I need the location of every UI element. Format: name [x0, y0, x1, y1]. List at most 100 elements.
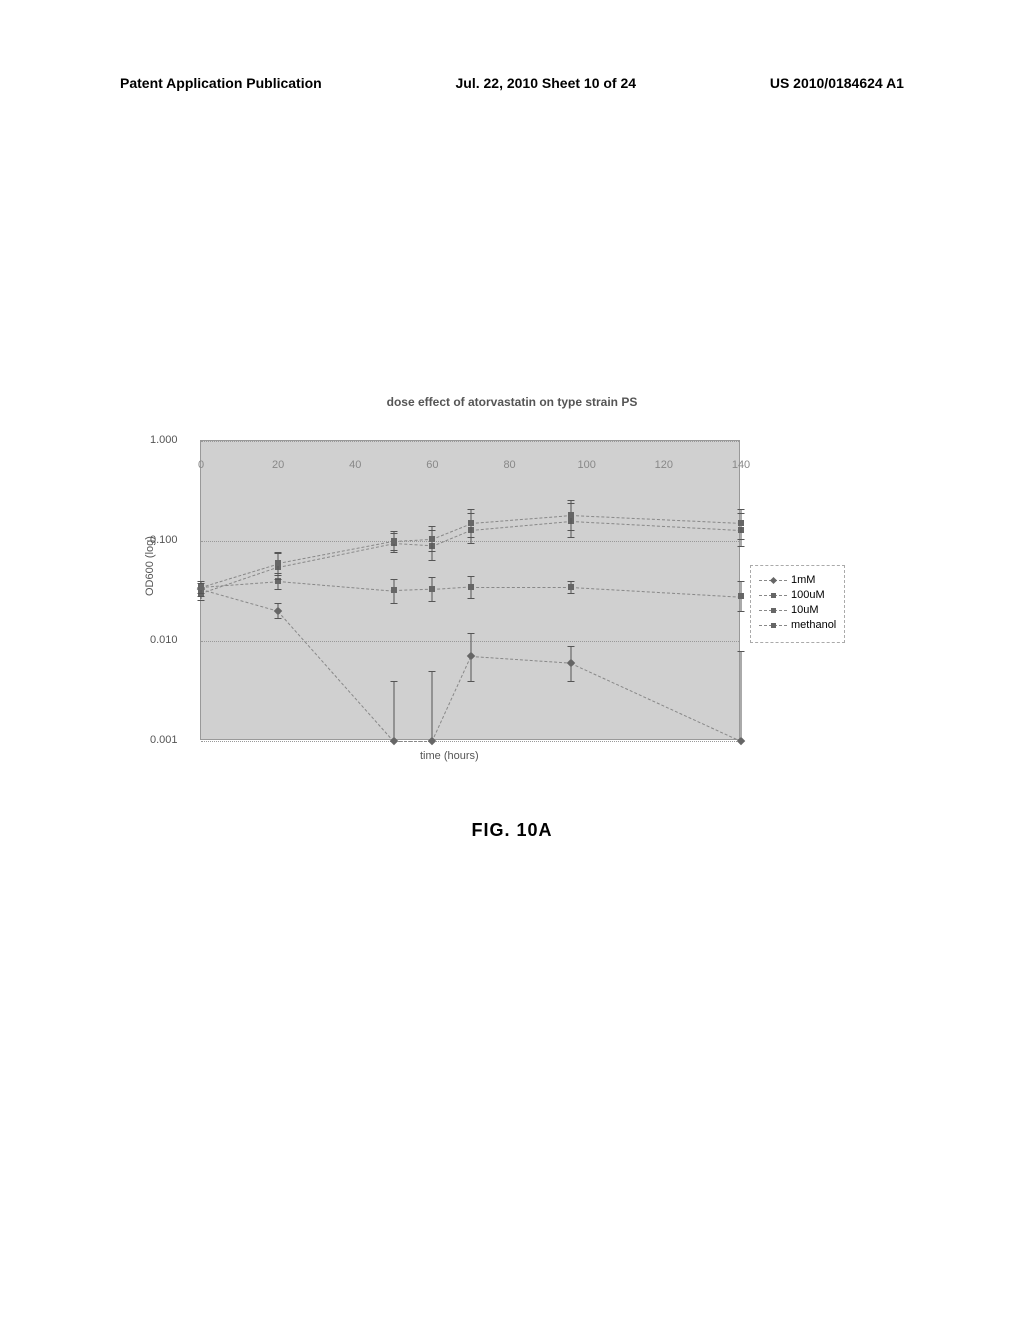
- error-cap: [738, 509, 745, 510]
- data-point: [738, 520, 744, 526]
- error-cap: [738, 581, 745, 582]
- data-point: [567, 659, 575, 667]
- series-line: [432, 657, 471, 742]
- data-point: [429, 586, 435, 592]
- error-cap: [275, 618, 282, 619]
- error-cap: [468, 543, 475, 544]
- error-cap: [198, 600, 205, 601]
- x-tick-label: 100: [578, 459, 596, 471]
- series-line: [278, 611, 394, 742]
- series-line: [571, 663, 741, 742]
- error-cap: [468, 576, 475, 577]
- error-cap: [468, 681, 475, 682]
- chart-container: OD600 (log) time (hours) 020406080100120…: [140, 430, 890, 770]
- error-cap: [198, 593, 205, 594]
- x-tick-label: 20: [272, 459, 284, 471]
- x-tick-label: 0: [198, 459, 204, 471]
- error-cap: [429, 526, 436, 527]
- error-cap: [390, 681, 397, 682]
- x-tick-label: 60: [426, 459, 438, 471]
- error-cap: [429, 601, 436, 602]
- series-line: [571, 587, 741, 598]
- series-line: [471, 587, 571, 588]
- chart-legend: 1mM 100uM 10uM methanol: [750, 565, 845, 643]
- series-line: [394, 589, 433, 591]
- legend-item: 10uM: [759, 604, 836, 616]
- error-cap: [568, 593, 575, 594]
- legend-label: 10uM: [791, 604, 819, 616]
- error-cap: [429, 577, 436, 578]
- legend-marker: [759, 575, 787, 585]
- error-cap: [568, 500, 575, 501]
- error-cap: [568, 581, 575, 582]
- series-line: [432, 587, 471, 591]
- error-cap: [738, 546, 745, 547]
- chart-title: dose effect of atorvastatin on type stra…: [387, 395, 638, 409]
- error-cap: [390, 579, 397, 580]
- error-cap: [468, 598, 475, 599]
- legend-marker: [759, 590, 787, 600]
- plot-area: 020406080100120140: [200, 440, 740, 740]
- x-axis-title: time (hours): [420, 750, 479, 762]
- y-tick-label: 0.010: [150, 634, 345, 646]
- error-cap: [390, 603, 397, 604]
- error-bar: [432, 671, 433, 741]
- data-point: [391, 587, 397, 593]
- error-cap: [275, 589, 282, 590]
- legend-label: methanol: [791, 619, 836, 631]
- x-tick-label: 40: [349, 459, 361, 471]
- error-cap: [390, 550, 397, 551]
- y-tick-label: 0.100: [150, 534, 345, 546]
- error-cap: [568, 646, 575, 647]
- x-tick-label: 140: [732, 459, 750, 471]
- error-cap: [390, 531, 397, 532]
- error-cap: [429, 551, 436, 552]
- y-tick-label: 1.000: [150, 434, 345, 446]
- data-point: [468, 520, 474, 526]
- error-cap: [468, 509, 475, 510]
- page-header: Patent Application Publication Jul. 22, …: [120, 75, 904, 91]
- legend-label: 1mM: [791, 574, 815, 586]
- header-left: Patent Application Publication: [120, 75, 322, 91]
- data-point: [568, 584, 574, 590]
- y-tick-label: 0.001: [150, 734, 345, 746]
- legend-label: 100uM: [791, 589, 825, 601]
- header-center: Jul. 22, 2010 Sheet 10 of 24: [456, 75, 637, 91]
- legend-marker: [759, 605, 787, 615]
- legend-marker: [759, 620, 787, 630]
- data-point: [468, 584, 474, 590]
- x-tick-label: 120: [655, 459, 673, 471]
- header-right: US 2010/0184624 A1: [770, 75, 904, 91]
- data-point: [391, 538, 397, 544]
- series-line: [278, 581, 394, 592]
- error-cap: [275, 552, 282, 553]
- error-cap: [568, 681, 575, 682]
- error-bar: [741, 651, 742, 741]
- error-cap: [568, 530, 575, 531]
- figure-label: FIG. 10A: [471, 820, 552, 841]
- error-cap: [275, 603, 282, 604]
- error-cap: [738, 611, 745, 612]
- data-point: [738, 593, 744, 599]
- error-cap: [390, 552, 397, 553]
- data-point: [737, 737, 745, 745]
- series-line: [394, 741, 433, 742]
- error-cap: [468, 537, 475, 538]
- data-point: [390, 737, 398, 745]
- error-cap: [198, 581, 205, 582]
- data-point: [198, 584, 204, 590]
- error-bar: [393, 681, 394, 741]
- series-line: [394, 543, 433, 546]
- data-point: [275, 560, 281, 566]
- series-line: [471, 656, 571, 664]
- error-cap: [429, 671, 436, 672]
- legend-item: methanol: [759, 619, 836, 631]
- error-cap: [568, 537, 575, 538]
- error-cap: [738, 651, 745, 652]
- error-cap: [429, 560, 436, 561]
- series-line: [278, 543, 394, 568]
- legend-item: 1mM: [759, 574, 836, 586]
- series-line: [201, 567, 278, 594]
- data-point: [429, 536, 435, 542]
- error-cap: [468, 633, 475, 634]
